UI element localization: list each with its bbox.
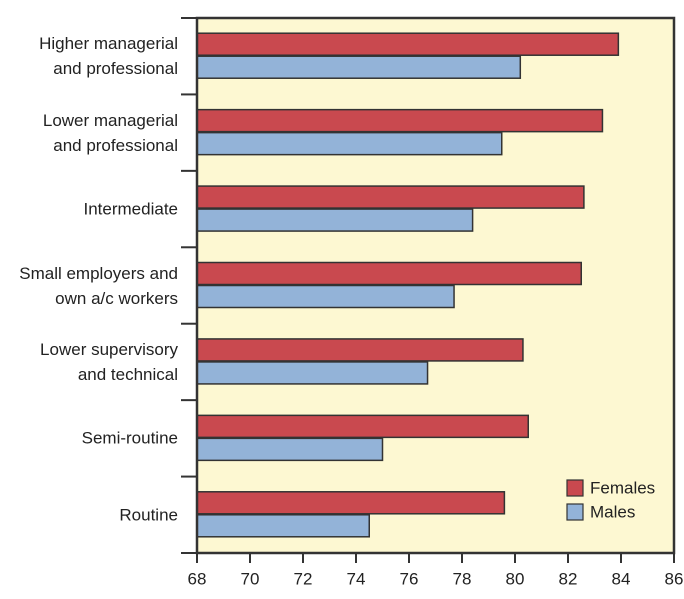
x-tick-label: 80 (506, 569, 525, 588)
y-tick-label: Semi-routine (81, 428, 178, 448)
legend-label: Females (590, 478, 655, 497)
x-tick-label: 76 (400, 569, 419, 588)
bar (196, 108, 604, 133)
legend-swatch (566, 503, 584, 521)
x-tick-label: 70 (241, 569, 260, 588)
x-tick-label: 68 (188, 569, 207, 588)
bar (196, 32, 620, 56)
legend-label: Males (590, 502, 635, 521)
bar (196, 55, 522, 79)
x-tick-label: 84 (612, 569, 631, 588)
y-tick-label: Lower managerial and professional (42, 110, 178, 155)
bar (196, 284, 455, 309)
y-tick-label: Higher managerial and professional (39, 34, 178, 79)
y-tick-label: Small employers and own a/c workers (19, 263, 178, 308)
plot-frame (195, 16, 676, 555)
legend-swatch (566, 479, 584, 497)
y-tick-label: Intermediate (83, 199, 179, 219)
bar (196, 131, 503, 156)
bar (196, 338, 524, 362)
bar (196, 437, 384, 462)
bar (196, 185, 585, 209)
x-tick-label: 74 (347, 569, 366, 588)
x-tick-label: 72 (294, 569, 313, 588)
bar (196, 261, 582, 286)
x-tick-label: 82 (559, 569, 578, 588)
x-tick-label: 78 (453, 569, 472, 588)
bar (196, 491, 506, 515)
y-tick-label: Lower supervisory and technical (40, 339, 178, 384)
x-tick-label: 86 (665, 569, 684, 588)
y-tick-label: Routine (119, 505, 178, 525)
bar (196, 361, 429, 385)
bar (196, 414, 529, 439)
bar (196, 514, 370, 538)
bar (196, 208, 474, 232)
